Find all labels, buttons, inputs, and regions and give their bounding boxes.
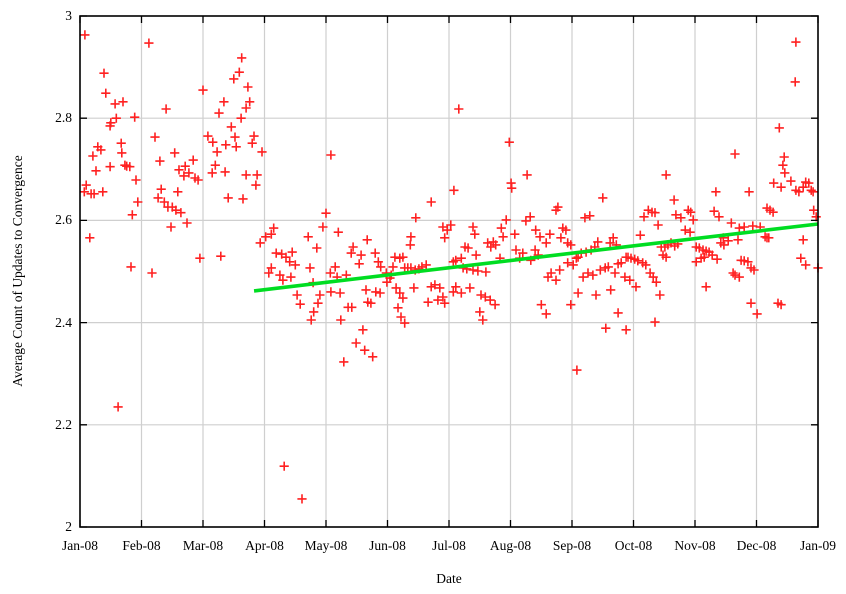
x-tick-label: Aug-08 [489, 538, 532, 553]
y-tick-label: 2.4 [55, 314, 72, 330]
x-tick-label: Jan-09 [800, 538, 836, 553]
x-tick-label: Feb-08 [122, 538, 161, 553]
x-axis-title: Date [436, 571, 462, 586]
y-tick-label: 3 [65, 8, 72, 23]
plot-border [79, 15, 819, 528]
y-tick-label: 2.6 [55, 212, 72, 228]
y-axis-title: Average Count of Updates to Convergence [10, 155, 25, 387]
x-tick-label: Nov-08 [674, 538, 716, 553]
x-tick-label: Jan-08 [62, 538, 98, 553]
y-tick-label: 2 [65, 519, 72, 534]
x-tick-label: Jun-08 [369, 538, 406, 553]
x-tick-label: Jul-08 [432, 538, 466, 553]
scatter-points [79, 30, 823, 504]
x-tick-label: Mar-08 [182, 538, 224, 553]
y-tick-label: 2.2 [55, 416, 72, 432]
y-tick-label: 2.8 [55, 110, 72, 126]
x-tick-label: Oct-08 [614, 538, 653, 553]
x-tick-label: Sep-08 [552, 538, 592, 553]
x-tick-label: Apr-08 [245, 538, 284, 553]
x-tick-label: May-08 [304, 538, 348, 553]
gridlines [80, 16, 818, 527]
x-tick-label: Dec-08 [736, 538, 777, 553]
trend-line [253, 222, 819, 293]
